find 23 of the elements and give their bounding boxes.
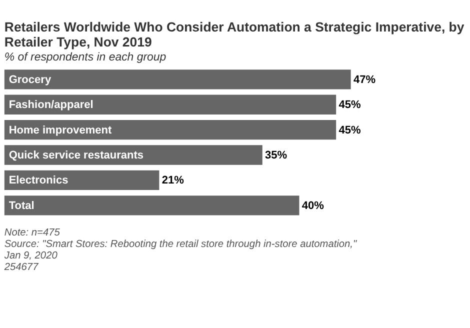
- text: Note: n=475: [4, 227, 60, 238]
- data-label: 21%: [162, 174, 184, 187]
- y-tick-label: Total: [8, 200, 34, 212]
- data-label: 35%: [265, 150, 288, 162]
- y-tick-label: Quick service restaurants: [8, 150, 144, 162]
- bar: [4, 170, 160, 190]
- data-label: 47%: [353, 74, 376, 86]
- y-tick-label: Fashion/apparel: [8, 99, 94, 112]
- bar: [4, 94, 336, 114]
- data-label: 40%: [302, 200, 324, 212]
- source-note: Source: "Smart Stores: Rebooting the retail store through in-store automation," Jan 9, 2020: [3, 238, 357, 262]
- bar: [4, 196, 300, 216]
- y-tick-label: Electronics: [8, 174, 68, 187]
- data-label: 45%: [338, 99, 361, 112]
- bar: [4, 145, 262, 165]
- y-tick-label: Home improvement: [8, 124, 112, 136]
- data-label: 45%: [338, 124, 361, 136]
- y-tick-label: Grocery: [8, 74, 52, 86]
- text: 254677: [3, 262, 39, 273]
- chart-title: Retailers Worldwide Who Consider Automation a Strategic Imperative, by Retailer Type, Nov 2019: [4, 19, 465, 50]
- chart-subtitle: % of respondents in each group: [4, 51, 166, 64]
- bar: [4, 120, 336, 140]
- bar: [4, 70, 351, 90]
